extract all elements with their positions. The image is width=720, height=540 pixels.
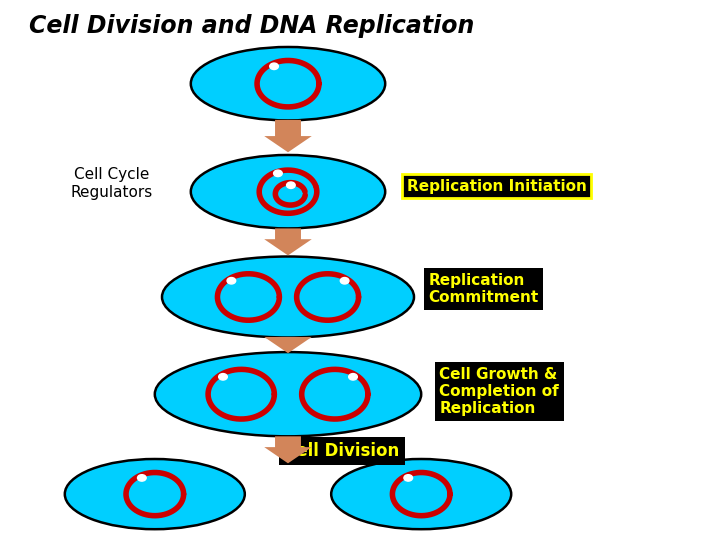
Polygon shape: [264, 228, 312, 255]
Text: Replication Initiation: Replication Initiation: [407, 179, 587, 194]
Text: Cell Division and DNA Replication: Cell Division and DNA Replication: [29, 14, 474, 37]
Polygon shape: [264, 337, 312, 353]
Circle shape: [270, 63, 279, 70]
Circle shape: [138, 475, 146, 481]
Circle shape: [274, 170, 282, 177]
Circle shape: [404, 475, 413, 481]
Text: Cell Growth &
Completion of
Replication: Cell Growth & Completion of Replication: [439, 367, 559, 416]
Polygon shape: [264, 120, 312, 152]
Circle shape: [348, 374, 357, 380]
Text: Cell Cycle
Regulators: Cell Cycle Regulators: [71, 167, 153, 200]
Ellipse shape: [162, 256, 414, 338]
Text: Cell Division: Cell Division: [284, 442, 400, 460]
Circle shape: [341, 278, 349, 284]
Polygon shape: [264, 436, 312, 463]
Ellipse shape: [65, 459, 245, 529]
Ellipse shape: [155, 352, 421, 436]
Text: Replication
Commitment: Replication Commitment: [428, 273, 539, 305]
Circle shape: [219, 374, 228, 380]
Circle shape: [227, 278, 235, 284]
Ellipse shape: [191, 155, 385, 228]
Circle shape: [287, 182, 295, 188]
Ellipse shape: [331, 459, 511, 529]
Ellipse shape: [191, 47, 385, 120]
